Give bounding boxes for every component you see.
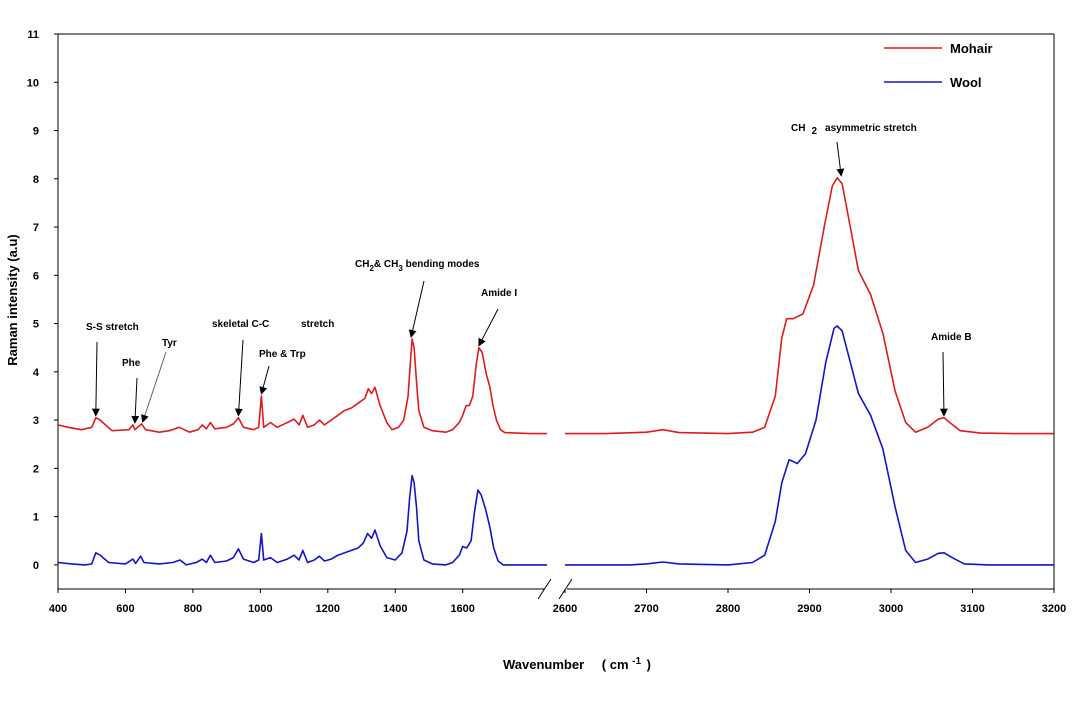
series-line-segment-1 [57,338,547,435]
y-tick-label: 4 [33,367,40,379]
x-tick-label: 1000 [248,603,272,615]
x-tick-label: 3100 [960,603,984,615]
x-tick-label: 1600 [450,603,474,615]
series-line-segment-1 [57,474,547,566]
annotation-stretch: stretch [301,319,334,330]
x-tick-label: 3200 [1042,603,1066,615]
x-tick-label: 800 [184,603,202,615]
ann-ch-part: CH [355,259,369,270]
x-tick-label: 3000 [879,603,903,615]
ann-ch-part: CH [791,123,805,134]
annotation-arrow-amide-i [478,308,499,347]
annotation-phe: Phe [122,358,141,369]
annotation-s-s-stretch: S-S stretch [86,322,139,333]
annotation-arrow-tyr-slanted [141,351,167,423]
y-axis-title: Raman intensity (a.u) [5,234,20,365]
x-tick-label: 1200 [316,603,340,615]
annotation-amide-b: Amide B [931,332,972,343]
annotation-ch2-asymmetric-stretch: CH 2 asymmetric stretch [791,123,917,137]
x-axis-title: Wavenumber ( cm -1 ) [503,652,651,672]
annotation-layer: S-S stretch Phe Tyr skeletal C-C stretch Phe … [86,123,972,424]
x-axis-title-unit: ( cm [602,657,629,672]
y-tick-label: 3 [33,415,39,427]
annotation-amide-i: Amide I [481,288,517,299]
annotation-ch-bending-modes: CH2& CH3 bending modes [355,259,480,273]
annotation-phe-trp: Phe & Trp [259,349,306,360]
y-tick-label: 7 [33,222,39,234]
annotation-arrow-skeletal-c-c [234,339,244,417]
annotation-tyr: Tyr [162,338,177,349]
series-line-segment-2 [565,177,1054,435]
legend: Mohair Wool [884,41,993,90]
ann-ch3-part: & CH [374,259,398,270]
plot-frame [57,33,1055,600]
ann-bending-part: bending modes [403,259,480,270]
annotation-arrow-phe-trp [259,365,270,395]
annotation-arrow-phe [131,377,140,424]
y-tick-label: 1 [33,512,39,524]
legend-label-mohair: Mohair [950,41,993,56]
y-tick-label: 8 [33,174,39,186]
y-tick-label: 6 [33,270,39,282]
y-tick-label: 11 [27,29,39,41]
y-tick-label: 10 [27,77,39,89]
series-wool [57,325,1054,566]
annotation-arrow-s-s-stretch [91,341,100,417]
annotation-arrow-ch2-asym [836,141,845,177]
y-tick-label: 9 [33,126,39,138]
annotation-skeletal-c-c: skeletal C-C [212,319,269,330]
ann-sub-2: 2 [811,126,817,137]
series-layer [57,177,1054,566]
x-axis-title-main: Wavenumber [503,657,584,672]
x-tick-label: 2900 [797,603,821,615]
y-tick-label: 5 [33,319,39,331]
ann-sub-3: 3 [398,264,403,273]
x-axis-title-exp: -1 [632,656,641,667]
x-tick-label: 400 [49,603,67,615]
x-axis: 400 600 800 1000 1200 1400 1600 2600 2700 2800 290… [49,589,1066,615]
ann-sub-2: 2 [369,264,374,273]
y-tick-label: 0 [33,560,39,572]
x-tick-label: 1400 [383,603,407,615]
annotation-arrow-ch-bending [408,280,425,338]
annotation-arrow-amide-b [939,351,948,417]
y-tick-label: 2 [33,463,39,475]
x-tick-label: 600 [116,603,134,615]
ann-asym-part: asymmetric stretch [825,123,917,134]
x-axis-title-close: ) [647,657,651,672]
x-tick-label: 2700 [634,603,658,615]
series-mohair [57,177,1054,435]
y-axis: 0 1 2 3 4 5 6 7 8 9 10 11 [27,29,58,572]
axis-break-mark-left [537,578,552,600]
series-line-segment-2 [565,325,1054,566]
legend-label-wool: Wool [950,75,982,90]
x-tick-label: 2800 [716,603,740,615]
x-tick-label: 2600 [553,603,577,615]
